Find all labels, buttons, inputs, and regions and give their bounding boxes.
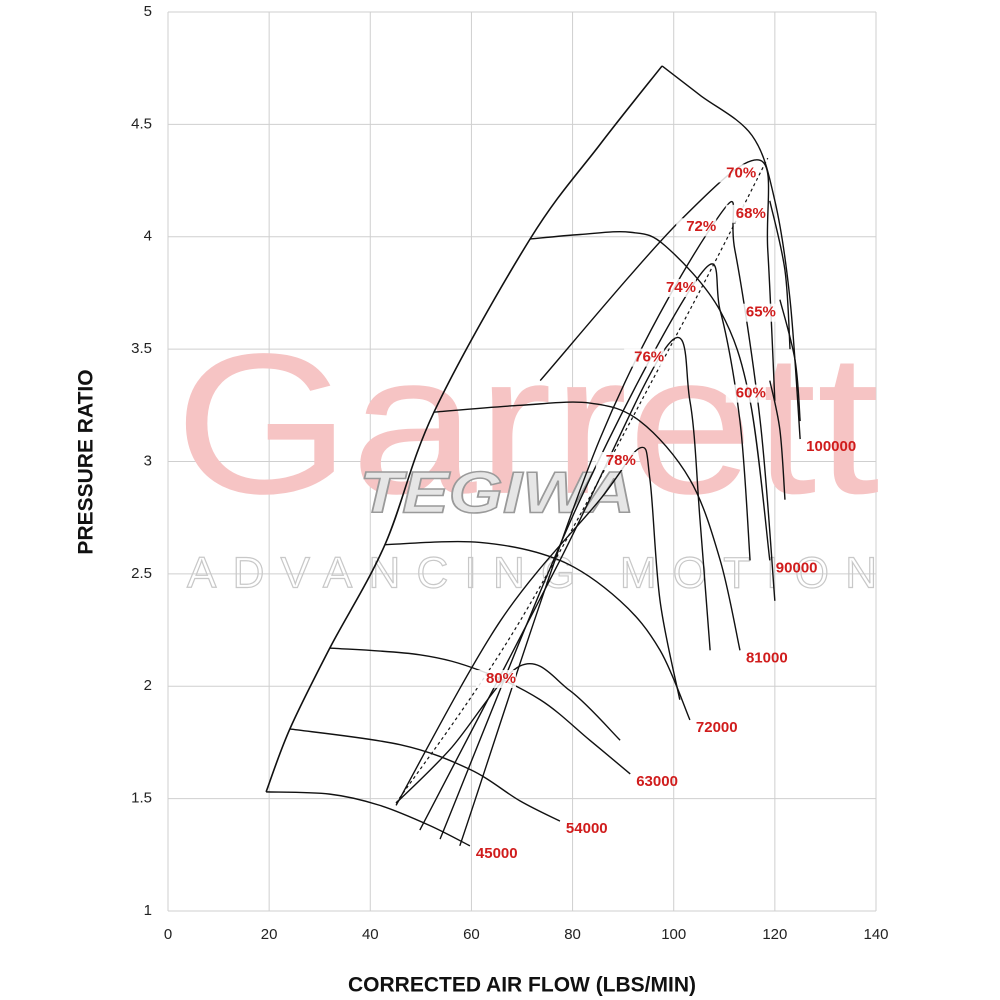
map-labels: 45000 54000 63000 72000 81000 90000 100000 80% 7… <box>476 164 856 861</box>
speed-label: 100000 <box>806 438 856 455</box>
efficiency-line <box>419 336 711 831</box>
label-backdrop <box>735 303 776 322</box>
efficiency-label: 70% <box>726 164 756 181</box>
x-tick-label: 20 <box>261 926 278 943</box>
x-tick-label: 140 <box>863 926 888 943</box>
efficiency-line <box>769 200 791 350</box>
speed-line <box>289 728 561 822</box>
label-backdrop <box>656 278 697 297</box>
grid: 0 20 40 60 80 100 120 140 1 1.5 2 2.5 3 3.5 4 4.5 5 <box>131 3 888 943</box>
y-axis-title: PRESSURE RATIO <box>75 369 98 554</box>
watermark: Garrett ADVANCING MOTION TEGIWA <box>175 313 880 598</box>
surge-line <box>265 65 663 793</box>
y-tick-label: 1.5 <box>131 790 152 807</box>
label-backdrop <box>475 670 516 689</box>
efficiency-line <box>459 200 776 847</box>
efficiency-label: 80% <box>486 670 516 687</box>
speed-line <box>661 65 801 440</box>
x-tick-label: 100 <box>661 926 686 943</box>
efficiency-line <box>539 159 776 401</box>
x-axis-title: CORRECTED AIR FLOW (LBS/MIN) <box>348 974 696 997</box>
speed-label: 81000 <box>746 649 788 666</box>
efficiency-label: 74% <box>666 279 696 296</box>
y-tick-label: 3.5 <box>131 340 152 357</box>
label-backdrop <box>595 452 636 471</box>
efficiency-label: 60% <box>736 385 766 402</box>
y-tick-label: 4.5 <box>131 115 152 132</box>
y-tick-label: 1 <box>144 902 152 919</box>
speed-line <box>266 791 471 847</box>
x-tick-label: 60 <box>463 926 480 943</box>
label-backdrop <box>624 348 665 367</box>
watermark-logo: TEGIWA <box>360 460 635 525</box>
efficiency-label: 78% <box>606 452 636 469</box>
efficiency-line <box>395 663 621 804</box>
efficiency-line <box>439 263 751 840</box>
y-tick-label: 2 <box>144 677 152 694</box>
watermark-brand: Garrett <box>175 313 880 536</box>
x-tick-label: 0 <box>164 926 172 943</box>
speed-line <box>433 401 741 651</box>
label-backdrop <box>725 204 766 223</box>
x-tick-label: 40 <box>362 926 379 943</box>
y-tick-label: 4 <box>144 228 152 245</box>
efficiency-label: 65% <box>746 304 776 321</box>
y-tick-label: 2.5 <box>131 565 152 582</box>
y-tick-label: 3 <box>144 452 152 469</box>
efficiency-label: 76% <box>634 349 664 366</box>
x-tick-label: 120 <box>762 926 787 943</box>
speed-label: 54000 <box>566 820 608 837</box>
label-backdrop <box>676 218 717 237</box>
speed-label: 63000 <box>636 773 678 790</box>
speed-label: 90000 <box>776 559 818 576</box>
speed-line <box>384 540 691 721</box>
y-tick-label: 5 <box>144 3 152 20</box>
efficiency-label: 68% <box>736 205 766 222</box>
label-backdrop <box>716 164 757 183</box>
speed-label: 72000 <box>696 719 738 736</box>
x-tick-label: 80 <box>564 926 581 943</box>
label-backdrop <box>725 384 766 403</box>
speed-line <box>530 230 771 561</box>
efficiency-line <box>769 380 786 500</box>
efficiency-line <box>779 299 801 422</box>
speed-label: 45000 <box>476 845 518 862</box>
efficiency-label: 72% <box>686 218 716 235</box>
